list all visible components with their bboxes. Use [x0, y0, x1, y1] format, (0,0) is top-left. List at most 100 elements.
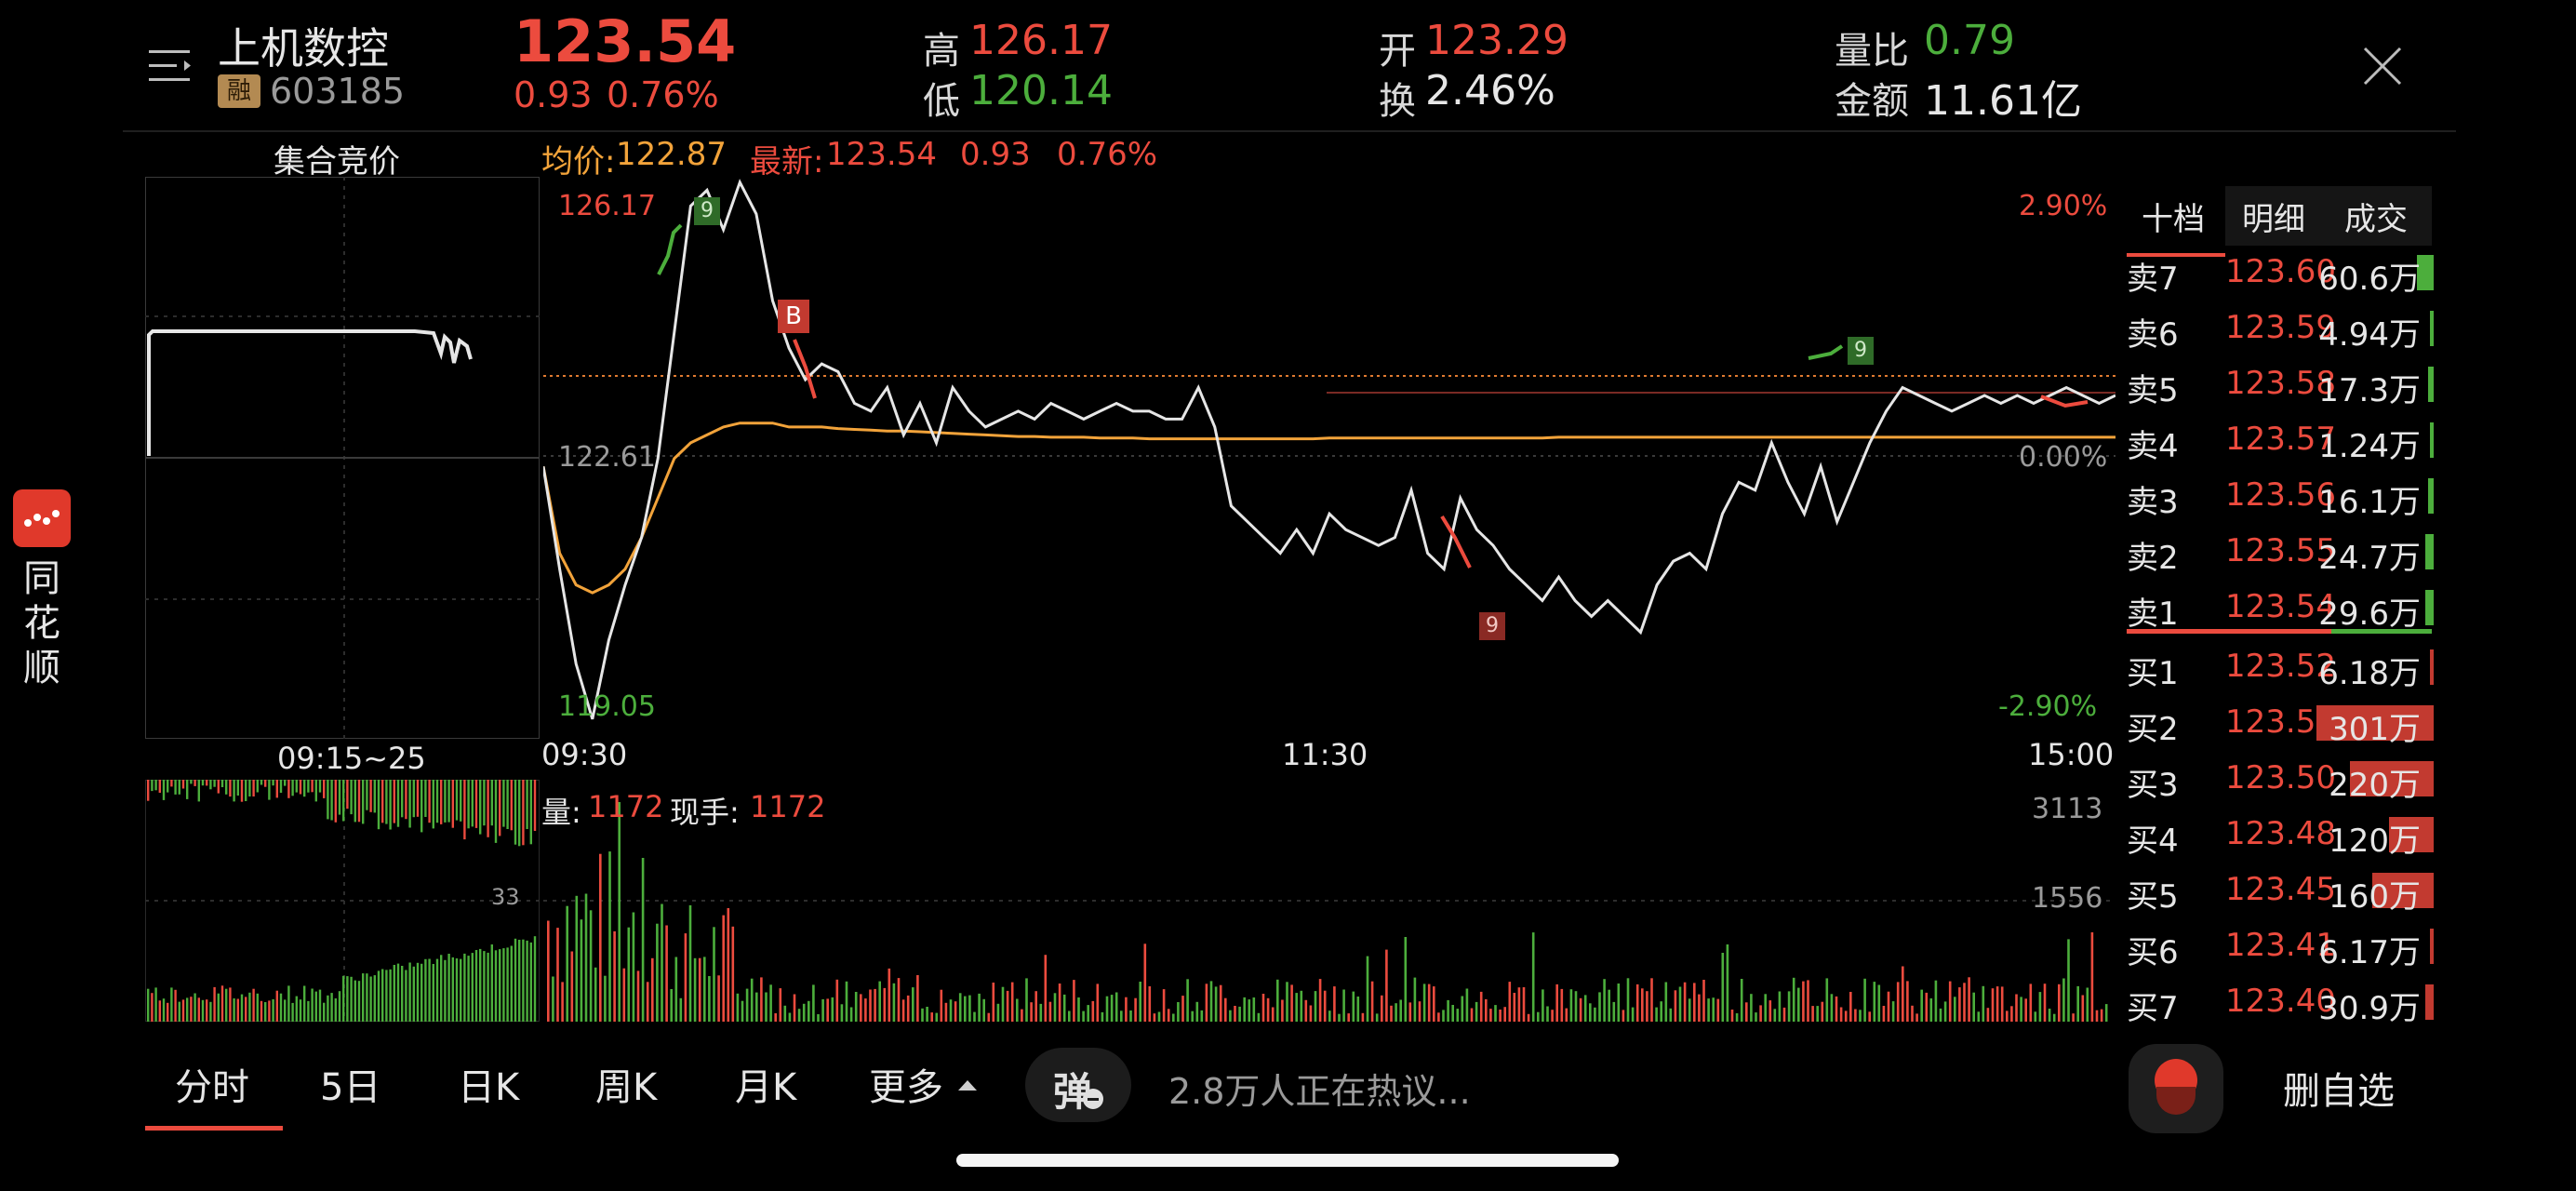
tab-month-k[interactable]: 月K: [735, 1066, 797, 1109]
bid-volume: 6.18万: [2318, 655, 2421, 692]
tab-ten-levels[interactable]: 十档: [2142, 201, 2205, 238]
tab-5day[interactable]: 5日: [320, 1066, 381, 1109]
volume-bar: [1082, 1010, 1085, 1022]
volume-bar: [618, 802, 621, 1022]
volume-bar: [1579, 997, 1582, 1022]
intraday-price-chart[interactable]: [543, 177, 2116, 739]
remove-watchlist-button[interactable]: 删自选: [2283, 1070, 2395, 1113]
auction-volume-bar: [401, 780, 404, 818]
auction-volume-bar: [510, 780, 513, 831]
volume-bar: [1139, 982, 1141, 1022]
volume-bar: [1527, 1013, 1530, 1022]
ask-row[interactable]: 卖3 123.56 16.1万: [2127, 469, 2434, 521]
auction-volume-bar: [147, 780, 150, 801]
volume-bar: [1219, 984, 1222, 1022]
auction-volume-bar: [225, 988, 228, 1022]
ask-volume-bar: [2428, 478, 2434, 514]
bid-row[interactable]: 买4 123.48 120万: [2127, 808, 2434, 860]
volume-bar: [2062, 978, 2065, 1022]
tonghuashun-app-tag[interactable]: 同 花 顺: [13, 489, 71, 690]
auction-volume-bar: [416, 962, 420, 1022]
auction-volume-bar: [151, 780, 153, 792]
volume-bar: [1281, 999, 1284, 1022]
auction-volume-bar: [373, 780, 376, 813]
auction-volume-bar: [526, 940, 528, 1022]
auction-volume-bar: [162, 780, 166, 800]
bid-row[interactable]: 买1 123.52 6.18万: [2127, 640, 2434, 692]
volume-bar: [1537, 1011, 1540, 1022]
auction-volume-bar: [190, 780, 193, 784]
bid-row[interactable]: 买5 123.45 160万: [2127, 863, 2434, 916]
volume-bar: [745, 988, 749, 1022]
volume-bar: [2100, 1009, 2103, 1022]
danmu-off-badge: [1083, 1089, 1103, 1109]
volume-bar: [552, 976, 554, 1022]
auction-volume-bar: [295, 996, 298, 1022]
buy-signal-marker[interactable]: B: [778, 300, 809, 333]
auction-volume-bar: [483, 951, 486, 1022]
volume-bar: [940, 989, 943, 1022]
auction-volume-bar: [178, 1001, 180, 1022]
volume-bar: [1939, 1008, 1942, 1022]
bid-row[interactable]: 买6 123.41 6.17万: [2127, 919, 2434, 971]
auction-volume-bar: [533, 936, 537, 1022]
signal-marker-9[interactable]: 9: [1479, 612, 1505, 640]
volume-bar: [1755, 1012, 1757, 1022]
auction-volume-bar: [502, 780, 505, 827]
hot-discussion-text[interactable]: 2.8万人正在热议...: [1168, 1071, 1471, 1112]
chart-top-pct: 2.90%: [2019, 190, 2108, 222]
volume-bar: [1422, 984, 1426, 1022]
auction-volume-bar: [377, 780, 380, 830]
volume-bar: [1077, 997, 1080, 1022]
volume-bar: [1475, 1001, 1478, 1022]
ask-row[interactable]: 卖1 123.54 29.6万: [2127, 581, 2434, 633]
volume-bar: [1764, 994, 1767, 1022]
volume-bar: [1347, 1013, 1350, 1022]
volume-bar: [1792, 977, 1795, 1022]
tab-trades[interactable]: 成交: [2344, 201, 2408, 238]
signal-marker-9[interactable]: 9: [1848, 337, 1874, 365]
tab-details[interactable]: 明细: [2242, 201, 2305, 238]
ask-row[interactable]: 卖7 123.60 60.6万: [2127, 246, 2434, 298]
volume-bar: [1048, 1001, 1052, 1022]
bid-row[interactable]: 买3 123.50 220万: [2127, 752, 2434, 804]
tab-day-k[interactable]: 日K: [458, 1066, 520, 1109]
ask-row[interactable]: 卖5 123.58 17.3万: [2127, 357, 2434, 409]
volume-bar: [1261, 994, 1265, 1022]
volume-bar: [1271, 1007, 1275, 1022]
volume-bar: [1016, 998, 1019, 1022]
spread-divider: [2127, 629, 2331, 634]
volume-value: 1172: [588, 789, 664, 824]
order-book-tabs: [2127, 186, 2432, 246]
auction-volume-bar: [201, 999, 205, 1022]
volume-bar: [1835, 996, 1838, 1022]
auction-volume-bar: [432, 964, 434, 1022]
auction-volume-bar: [287, 780, 290, 798]
volume-bar-chart[interactable]: [543, 780, 2116, 1022]
danmu-toggle-icon[interactable]: 弹: [1025, 1048, 1131, 1122]
ask-row[interactable]: 卖2 123.55 24.7万: [2127, 525, 2434, 577]
ask-row[interactable]: 卖6 123.59 4.94万: [2127, 301, 2434, 354]
record-icon[interactable]: [2129, 1044, 2223, 1133]
list-menu-icon[interactable]: [147, 45, 194, 87]
volume-bar: [1062, 994, 1066, 1022]
tab-week-k[interactable]: 周K: [595, 1066, 658, 1109]
auction-volume-bar: [201, 780, 205, 786]
volume-bar: [840, 1004, 844, 1022]
ask-row[interactable]: 卖4 123.57 1.24万: [2127, 413, 2434, 465]
volume-bar: [892, 983, 896, 1022]
bid-row[interactable]: 买2 123.51 301万: [2127, 696, 2434, 748]
close-icon[interactable]: [2361, 45, 2404, 87]
signal-marker-9[interactable]: 9: [694, 197, 720, 225]
volume-bar: [636, 970, 640, 1022]
volume-bar: [2086, 987, 2089, 1022]
tab-fenshi[interactable]: 分时: [175, 1066, 249, 1109]
auction-volume-bar: [272, 780, 274, 786]
stock-code: 603185: [270, 71, 406, 112]
auction-volume-bar: [240, 994, 244, 1022]
bid-row[interactable]: 买7 123.40 30.9万: [2127, 975, 2434, 1027]
auction-volume-bar: [307, 1000, 310, 1022]
volume-bar: [1114, 992, 1118, 1022]
tab-more[interactable]: 更多: [869, 1066, 943, 1109]
bid-volume: 301万: [2329, 711, 2421, 748]
